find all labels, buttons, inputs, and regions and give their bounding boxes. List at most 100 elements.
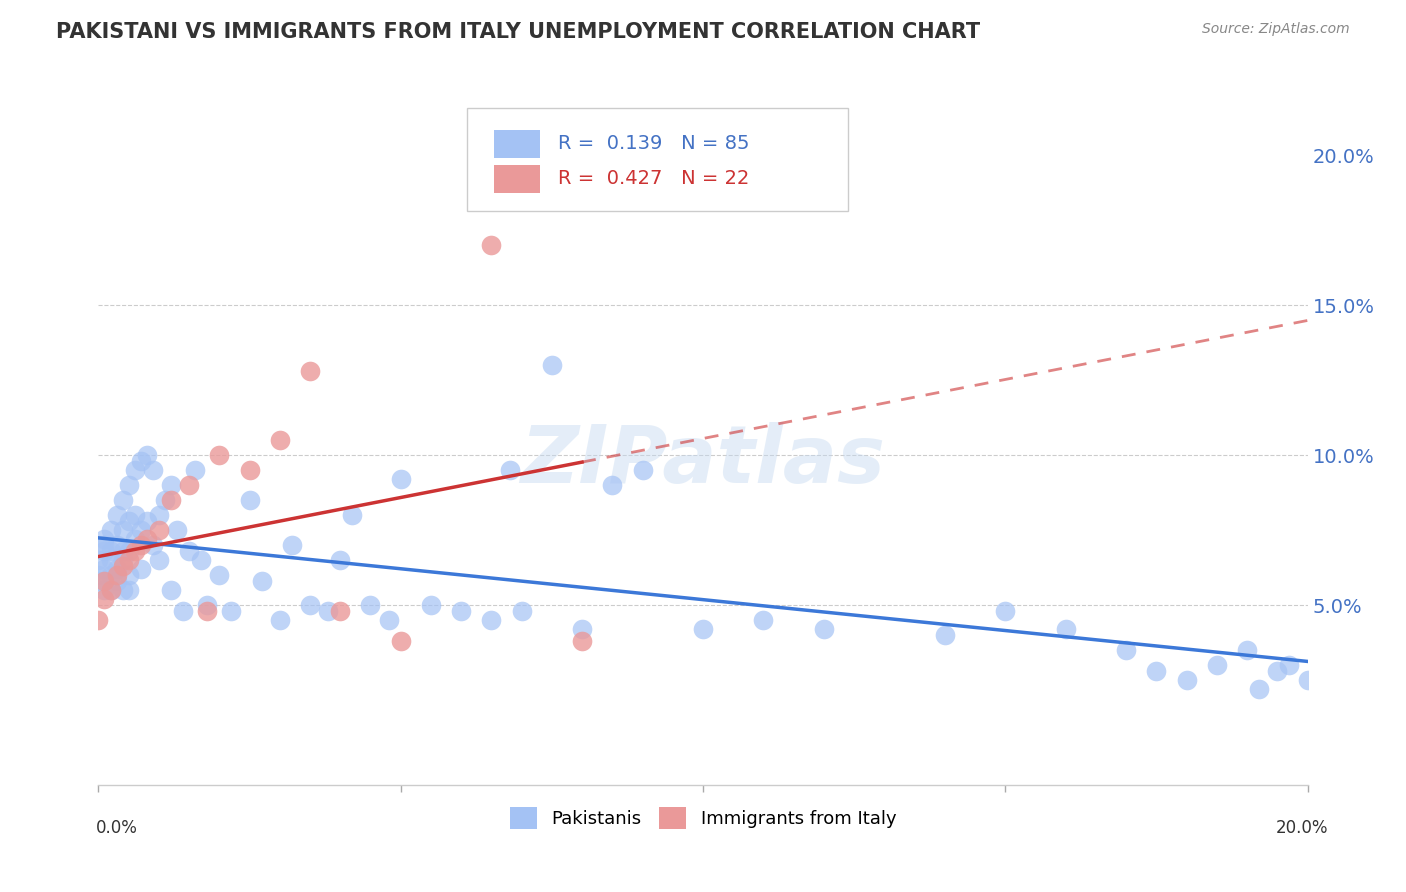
Point bbox=[631, 463, 654, 477]
Point bbox=[111, 559, 134, 574]
Point bbox=[129, 562, 152, 576]
Text: Source: ZipAtlas.com: Source: ZipAtlas.com bbox=[1202, 22, 1350, 37]
Point bbox=[1236, 643, 1258, 657]
Point bbox=[118, 553, 141, 567]
Point bbox=[129, 523, 152, 537]
Point bbox=[111, 582, 134, 597]
Point bbox=[166, 523, 188, 537]
Point bbox=[450, 604, 472, 618]
Point bbox=[389, 472, 412, 486]
Point bbox=[100, 582, 122, 597]
Point bbox=[571, 622, 593, 636]
Point bbox=[1054, 622, 1077, 636]
Point bbox=[118, 568, 141, 582]
Point bbox=[142, 538, 165, 552]
Point bbox=[316, 604, 339, 618]
Point bbox=[111, 523, 134, 537]
Text: ZIPatlas: ZIPatlas bbox=[520, 422, 886, 500]
Point bbox=[299, 598, 322, 612]
Point bbox=[93, 532, 115, 546]
Point bbox=[160, 478, 183, 492]
Point bbox=[105, 508, 128, 522]
FancyBboxPatch shape bbox=[494, 129, 540, 158]
Point bbox=[135, 532, 157, 546]
Point bbox=[250, 574, 273, 588]
Point bbox=[498, 463, 520, 477]
Point bbox=[93, 574, 115, 588]
Text: 0.0%: 0.0% bbox=[96, 819, 138, 837]
Point bbox=[129, 538, 152, 552]
Point bbox=[172, 604, 194, 618]
Point bbox=[111, 493, 134, 508]
Point bbox=[100, 553, 122, 567]
Text: R =  0.139   N = 85: R = 0.139 N = 85 bbox=[558, 134, 749, 153]
Point bbox=[148, 508, 170, 522]
Point bbox=[105, 562, 128, 576]
Point bbox=[190, 553, 212, 567]
Point bbox=[1144, 664, 1167, 678]
Legend: Pakistanis, Immigrants from Italy: Pakistanis, Immigrants from Italy bbox=[502, 799, 904, 836]
Point bbox=[93, 562, 115, 576]
FancyBboxPatch shape bbox=[467, 109, 848, 211]
Point bbox=[135, 448, 157, 462]
Point bbox=[208, 448, 231, 462]
Point bbox=[118, 478, 141, 492]
Point bbox=[184, 463, 207, 477]
Point bbox=[87, 613, 110, 627]
Point bbox=[153, 493, 176, 508]
Point bbox=[1206, 658, 1229, 673]
Point bbox=[208, 568, 231, 582]
Point bbox=[481, 238, 503, 252]
Point bbox=[100, 544, 122, 558]
Point bbox=[118, 514, 141, 528]
Point bbox=[124, 544, 146, 558]
Point bbox=[540, 358, 562, 372]
Point bbox=[752, 613, 775, 627]
Point bbox=[118, 582, 141, 597]
Point bbox=[111, 544, 134, 558]
Point bbox=[105, 568, 128, 582]
Point bbox=[1175, 673, 1198, 687]
Point bbox=[105, 538, 128, 552]
Point bbox=[269, 433, 291, 447]
Point bbox=[510, 604, 533, 618]
Point bbox=[179, 478, 201, 492]
Point bbox=[105, 574, 128, 588]
Point bbox=[389, 634, 412, 648]
Point bbox=[100, 568, 122, 582]
Point bbox=[129, 454, 152, 468]
Point bbox=[93, 592, 115, 607]
Point bbox=[692, 622, 714, 636]
Point bbox=[118, 544, 141, 558]
Point bbox=[148, 553, 170, 567]
Point bbox=[329, 604, 352, 618]
Point bbox=[179, 544, 201, 558]
Point bbox=[602, 478, 624, 492]
Point bbox=[329, 553, 352, 567]
Point bbox=[124, 532, 146, 546]
Point bbox=[93, 582, 115, 597]
Point bbox=[93, 544, 115, 558]
Point bbox=[135, 514, 157, 528]
Point bbox=[93, 538, 115, 552]
Point bbox=[87, 574, 110, 588]
Point bbox=[571, 634, 593, 648]
Point bbox=[420, 598, 443, 612]
Point bbox=[124, 463, 146, 477]
Point bbox=[195, 598, 218, 612]
Point bbox=[481, 613, 503, 627]
Point bbox=[1278, 658, 1301, 673]
Point bbox=[239, 463, 262, 477]
Point bbox=[87, 568, 110, 582]
Point bbox=[1267, 664, 1289, 678]
Point bbox=[1249, 681, 1271, 696]
Point bbox=[87, 553, 110, 567]
Point bbox=[299, 364, 322, 378]
Point bbox=[221, 604, 243, 618]
Point bbox=[813, 622, 835, 636]
Point bbox=[142, 463, 165, 477]
Point bbox=[160, 582, 183, 597]
Point bbox=[148, 523, 170, 537]
Point bbox=[342, 508, 364, 522]
Point bbox=[994, 604, 1017, 618]
